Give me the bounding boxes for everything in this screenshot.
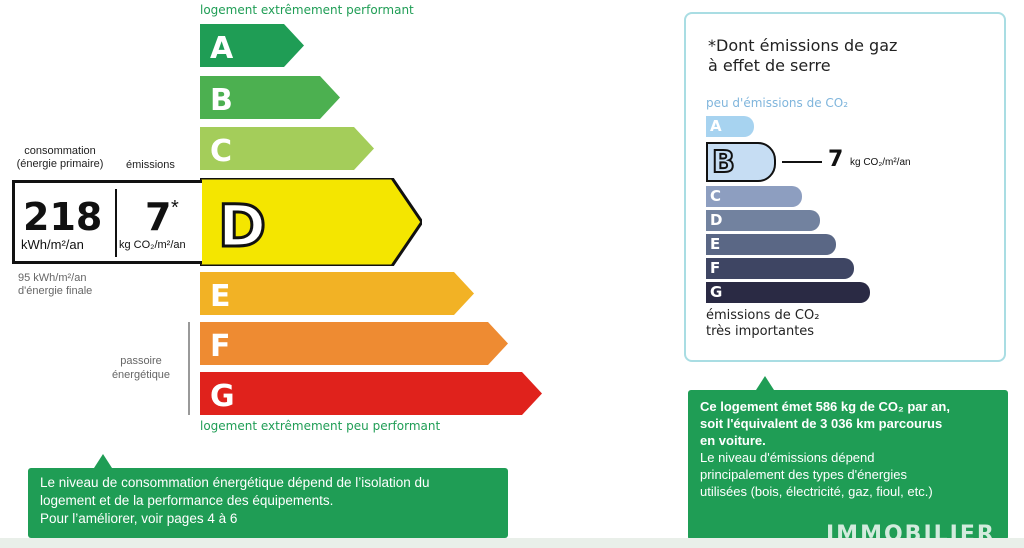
- passoire-bracket: [188, 322, 190, 415]
- dpe-bar-e: E: [200, 272, 474, 315]
- final-energy: 95 kWh/m²/an d'énergie finale: [18, 272, 92, 298]
- ges-letter-f: F: [710, 259, 721, 277]
- dpe-letter-d: D: [218, 192, 266, 260]
- ges-letter-b: B: [711, 144, 736, 181]
- emissions-star: *: [171, 197, 179, 219]
- ges-info-line2: principalement des types d'énergies: [700, 467, 907, 482]
- dpe-letter-e: E: [210, 279, 231, 314]
- ges-title-line2: à effet de serre: [708, 56, 831, 75]
- bottom-strip: [0, 538, 1024, 548]
- ges-value-leader: [782, 161, 822, 163]
- ges-high-label: émissions de CO₂ très importantes: [706, 308, 819, 340]
- ges-bar-f: F: [706, 258, 854, 279]
- ges-info-bold-line1: Ce logement émet 586 kg de CO₂ par an,: [700, 399, 950, 414]
- ges-value-unit: kg CO₂/m²/an: [850, 157, 911, 168]
- emissions-value: 7: [145, 195, 172, 239]
- dpe-letter-a: A: [210, 31, 234, 66]
- passoire-line2: énergétique: [111, 369, 171, 381]
- ges-bar-b: B: [706, 142, 776, 182]
- dpe-info-box: Le niveau de consommation énergétique dé…: [28, 468, 508, 538]
- dpe-info-line2: logement et de la performance des équipe…: [40, 493, 334, 508]
- ges-value: 7: [828, 147, 844, 172]
- dpe-bar-b: B: [200, 76, 340, 119]
- ges-bar-e: E: [706, 234, 836, 255]
- ges-title-line1: *Dont émissions de gaz: [708, 36, 898, 55]
- consumption-label: consommation (énergie primaire): [16, 145, 104, 170]
- dpe-bar-f: F: [200, 322, 508, 365]
- ges-info-bold-line2: soit l'équivalent de 3 036 km parcourus: [700, 416, 943, 431]
- ges-bar-d: D: [706, 210, 820, 231]
- ges-high-line2: très importantes: [706, 324, 815, 339]
- ges-high-line1: émissions de CO₂: [706, 308, 820, 323]
- ges-panel: *Dont émissions de gaz à effet de serre …: [684, 12, 1006, 362]
- ges-letter-e: E: [710, 235, 721, 253]
- consumption-value: 218: [23, 195, 103, 239]
- dpe-bar-g: G: [200, 372, 542, 415]
- ges-info-box: Ce logement émet 586 kg de CO₂ par an, s…: [688, 390, 1008, 540]
- ges-info-line3: utilisées (bois, électricité, gaz, fioul…: [700, 484, 933, 499]
- ges-title: *Dont émissions de gaz à effet de serre: [708, 36, 897, 76]
- passoire-line1: passoire: [120, 355, 162, 367]
- dpe-letter-f: F: [210, 329, 231, 364]
- emissions-label: émissions: [126, 159, 175, 171]
- final-energy-line2: d'énergie finale: [18, 285, 93, 297]
- emissions-unit: kg CO₂/m²/an: [119, 239, 186, 251]
- dpe-letter-c: C: [210, 134, 232, 169]
- ges-letter-c: C: [710, 187, 722, 205]
- ges-letter-a: A: [710, 117, 722, 135]
- dpe-letter-b: B: [210, 83, 233, 118]
- info-pointer-left: [94, 454, 112, 468]
- dpe-bottom-label: logement extrêmement peu performant: [200, 419, 441, 433]
- ges-info-bold-line3: en voiture.: [700, 433, 766, 448]
- ges-info-line1: Le niveau d'émissions dépend: [700, 450, 875, 465]
- consumption-unit: kWh/m²/an: [21, 237, 84, 252]
- dpe-bar-a: A: [200, 24, 304, 67]
- dpe-top-label: logement extrêmement performant: [200, 3, 414, 17]
- value-divider: [115, 189, 117, 257]
- passoire-label: passoire énergétique: [96, 354, 186, 382]
- dpe-value-box: 218 kWh/m²/an 7 * kg CO₂/m²/an: [12, 180, 202, 264]
- ges-letter-g: G: [710, 283, 723, 301]
- dpe-letter-g: G: [210, 379, 235, 414]
- dpe-info-line3: Pour l’améliorer, voir pages 4 à 6: [40, 511, 238, 526]
- dpe-bar-c: C: [200, 127, 374, 170]
- ges-bar-a: A: [706, 116, 754, 137]
- dpe-info-line1: Le niveau de consommation énergétique dé…: [40, 475, 430, 490]
- ges-low-label: peu d'émissions de CO₂: [706, 96, 849, 110]
- final-energy-line1: 95 kWh/m²/an: [18, 272, 87, 284]
- ges-bar-g: G: [706, 282, 870, 303]
- dpe-bar-d: D: [200, 178, 422, 266]
- info-pointer-right: [756, 376, 774, 390]
- ges-letter-d: D: [710, 211, 723, 229]
- ges-bar-c: C: [706, 186, 802, 207]
